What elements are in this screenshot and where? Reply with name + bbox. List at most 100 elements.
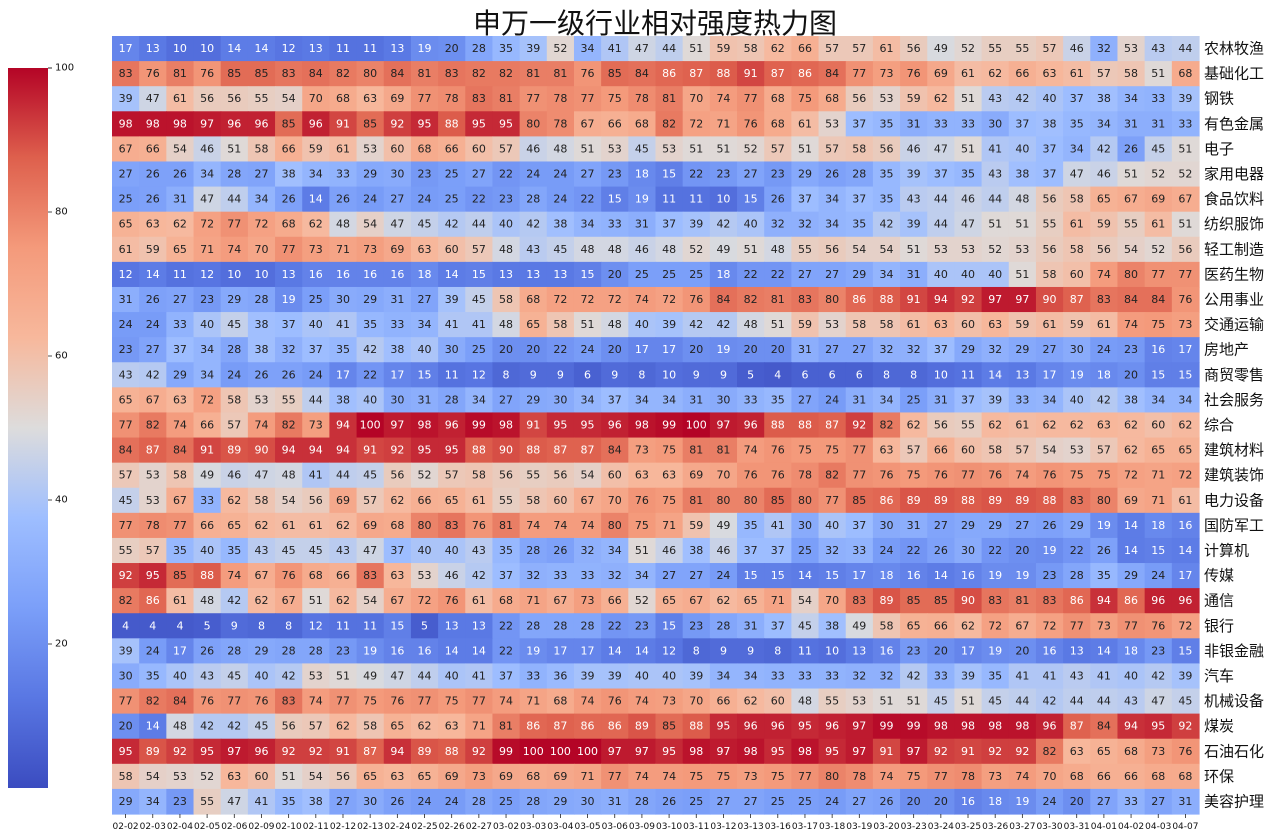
cell-value: 22	[771, 268, 785, 281]
heatmap-cell	[220, 136, 249, 163]
cell-value: 54	[879, 243, 893, 256]
heatmap-cell	[1117, 763, 1146, 790]
heatmap-cell	[1144, 111, 1173, 137]
cell-value: 77	[173, 519, 187, 532]
cell-value: 40	[1043, 92, 1057, 105]
cell-value: 55	[499, 494, 513, 507]
heatmap-cell	[1063, 613, 1091, 639]
heatmap-cell	[302, 286, 331, 313]
heatmap-cell	[601, 613, 629, 639]
cell-value: 24	[716, 569, 730, 582]
heatmap-cell	[302, 312, 331, 338]
cell-value: 83	[1043, 594, 1057, 607]
cell-value: 74	[526, 519, 540, 532]
cell-value: 96	[1178, 594, 1192, 607]
cell-value: 71	[472, 720, 486, 733]
heatmap-cell	[900, 738, 928, 765]
cell-value: 81	[526, 67, 540, 80]
cell-value: 32	[282, 343, 296, 356]
heatmap-cell	[1008, 286, 1037, 313]
heatmap-cell	[764, 563, 792, 589]
heatmap-cell	[139, 563, 167, 589]
heatmap-cell	[709, 261, 738, 288]
cell-value: 35	[744, 519, 758, 532]
cell-value: 44	[1178, 42, 1192, 55]
cell-value: 98	[146, 117, 160, 130]
cell-value: 42	[282, 669, 296, 682]
heatmap-cell	[166, 688, 195, 715]
cell-value: 45	[254, 720, 268, 733]
heatmap-cell	[791, 211, 820, 238]
heatmap-cell	[383, 437, 412, 464]
cell-value: 33	[934, 669, 948, 682]
cell-value: 81	[689, 444, 703, 457]
heatmap-cell	[1117, 61, 1146, 87]
cell-value: 40	[173, 669, 187, 682]
cell-value: 59	[146, 243, 160, 256]
cell-value: 62	[744, 695, 758, 708]
heatmap-cell	[438, 312, 466, 338]
heatmap-cell	[383, 111, 412, 137]
heatmap-cell	[275, 261, 303, 288]
cell-value: 30	[798, 519, 812, 532]
heatmap-cell	[655, 36, 684, 62]
heatmap-cell	[193, 713, 222, 740]
cell-value: 85	[608, 67, 622, 80]
heatmap-cell	[438, 638, 466, 665]
heatmap-cell	[519, 663, 548, 690]
cell-value: 34	[418, 318, 432, 331]
cell-value: 13	[390, 42, 404, 55]
cell-value: 13	[146, 42, 160, 55]
cell-value: 17	[1043, 368, 1057, 381]
cell-value: 40	[635, 669, 649, 682]
heatmap-cell	[791, 312, 820, 338]
heatmap-cell	[1035, 186, 1064, 213]
cell-value: 32	[771, 218, 785, 231]
cell-value: 88	[879, 293, 893, 306]
heatmap-cell	[1090, 588, 1119, 614]
cell-value: 58	[1124, 67, 1138, 80]
cell-value: 51	[961, 695, 975, 708]
heatmap-cell	[655, 312, 684, 338]
heatmap-cell	[247, 512, 276, 539]
cell-value: 23	[1151, 644, 1165, 657]
heatmap-cell	[438, 211, 466, 238]
cell-value: 17	[852, 569, 866, 582]
y-tick-label: 家用电器	[1204, 165, 1264, 183]
cell-value: 51	[227, 142, 241, 155]
heatmap-cell	[709, 537, 738, 564]
cell-value: 40	[662, 669, 676, 682]
cell-value: 84	[1124, 293, 1138, 306]
cell-value: 73	[472, 770, 486, 783]
cell-value: 53	[418, 569, 432, 582]
heatmap-cell	[954, 36, 983, 62]
heatmap-cell	[791, 86, 820, 112]
heatmap-cell	[1035, 588, 1064, 614]
heatmap-cell	[927, 638, 956, 665]
cell-value: 23	[907, 644, 921, 657]
heatmap-cell	[546, 763, 575, 790]
heatmap-cell	[193, 437, 222, 464]
heatmap-cell	[954, 713, 983, 740]
heatmap-cell	[492, 738, 521, 765]
cell-value: 40	[1015, 142, 1029, 155]
heatmap-cell	[872, 788, 901, 815]
heatmap-cell	[981, 36, 1010, 62]
heatmap-cell	[1171, 613, 1200, 639]
heatmap-cell	[1171, 713, 1200, 740]
heatmap-cell	[1063, 738, 1091, 765]
heatmap-cell	[220, 563, 249, 589]
heatmap-cell	[465, 788, 494, 815]
heatmap-cell	[845, 713, 874, 740]
heatmap-cell	[166, 588, 195, 614]
cell-value: 25	[662, 268, 676, 281]
heatmap-cell	[872, 161, 901, 188]
heatmap-cell	[519, 487, 548, 514]
cell-value: 5	[747, 368, 754, 381]
heatmap-cell	[438, 613, 466, 639]
heatmap-cell	[1144, 211, 1173, 238]
heatmap-cell	[519, 211, 548, 238]
cell-value: 34	[581, 393, 595, 406]
heatmap-cell	[438, 61, 466, 87]
cell-value: 80	[526, 117, 540, 130]
